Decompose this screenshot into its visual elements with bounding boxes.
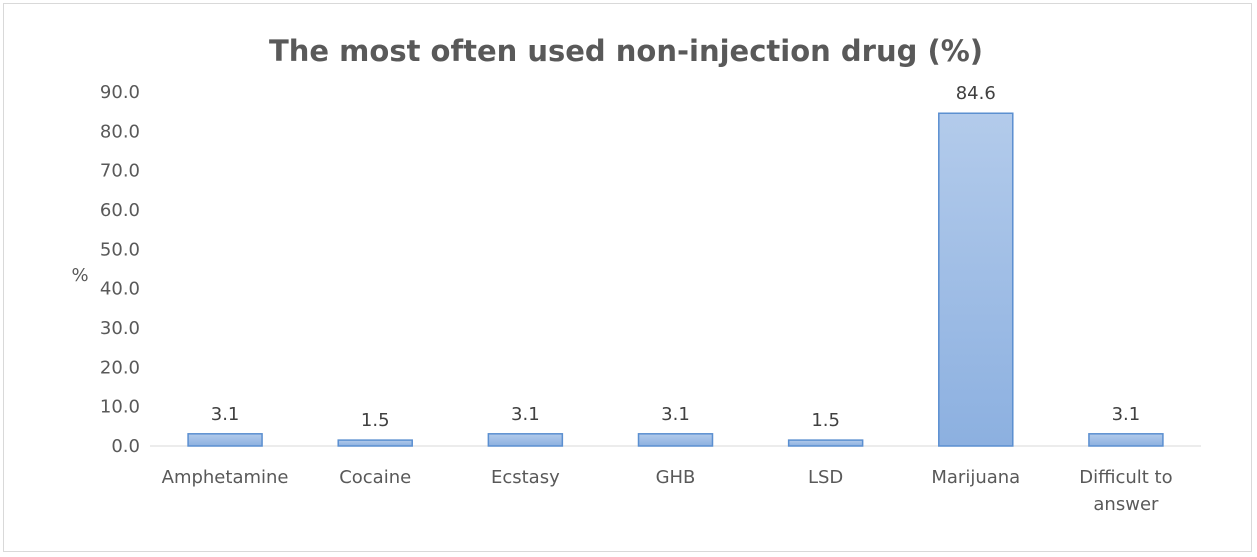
y-tick-label: 40.0 — [100, 279, 140, 300]
bar-chart: The most often used non-injection drug (… — [4, 4, 1253, 553]
y-tick-label: 20.0 — [100, 357, 140, 378]
x-tick-label: GHB — [656, 467, 696, 488]
x-tick-label: Marijuana — [931, 467, 1020, 488]
data-label: 1.5 — [361, 410, 390, 431]
y-tick-label: 10.0 — [100, 397, 140, 418]
y-axis-label: % — [71, 265, 88, 286]
y-tick-label: 90.0 — [100, 82, 140, 103]
data-label: 3.1 — [211, 404, 240, 425]
y-axis-ticks: 0.0 10.0 20.0 30.0 40.0 50.0 60.0 70.0 80.0 90.0 — [100, 82, 140, 457]
y-tick-label: 80.0 — [100, 121, 140, 142]
data-label: 3.1 — [661, 404, 690, 425]
y-tick-label: 0.0 — [111, 436, 140, 457]
x-tick-label: Cocaine — [339, 467, 411, 488]
bars-group — [188, 113, 1163, 446]
y-tick-label: 60.0 — [100, 200, 140, 221]
chart-title: The most often used non-injection drug (… — [269, 34, 983, 68]
y-tick-label: 30.0 — [100, 318, 140, 339]
bar — [188, 434, 262, 446]
bar — [939, 113, 1013, 446]
bar — [639, 434, 713, 446]
x-tick-label: Ecstasy — [491, 467, 560, 488]
data-label: 3.1 — [1112, 404, 1141, 425]
bar — [338, 440, 412, 446]
data-label: 3.1 — [511, 404, 540, 425]
x-tick-label: LSD — [808, 467, 843, 488]
y-tick-label: 70.0 — [100, 161, 140, 182]
data-label: 1.5 — [811, 410, 840, 431]
x-axis-ticks: Amphetamine Cocaine Ecstasy GHB LSD Marijuana… — [162, 467, 1173, 515]
bar — [1089, 434, 1163, 446]
bar — [488, 434, 562, 446]
y-tick-label: 50.0 — [100, 239, 140, 260]
data-label: 84.6 — [956, 83, 996, 104]
chart-frame: The most often used non-injection drug (… — [3, 3, 1252, 552]
bar — [789, 440, 863, 446]
x-tick-label: Amphetamine — [162, 467, 289, 488]
x-tick-label: Difficult to answer — [1079, 467, 1172, 515]
